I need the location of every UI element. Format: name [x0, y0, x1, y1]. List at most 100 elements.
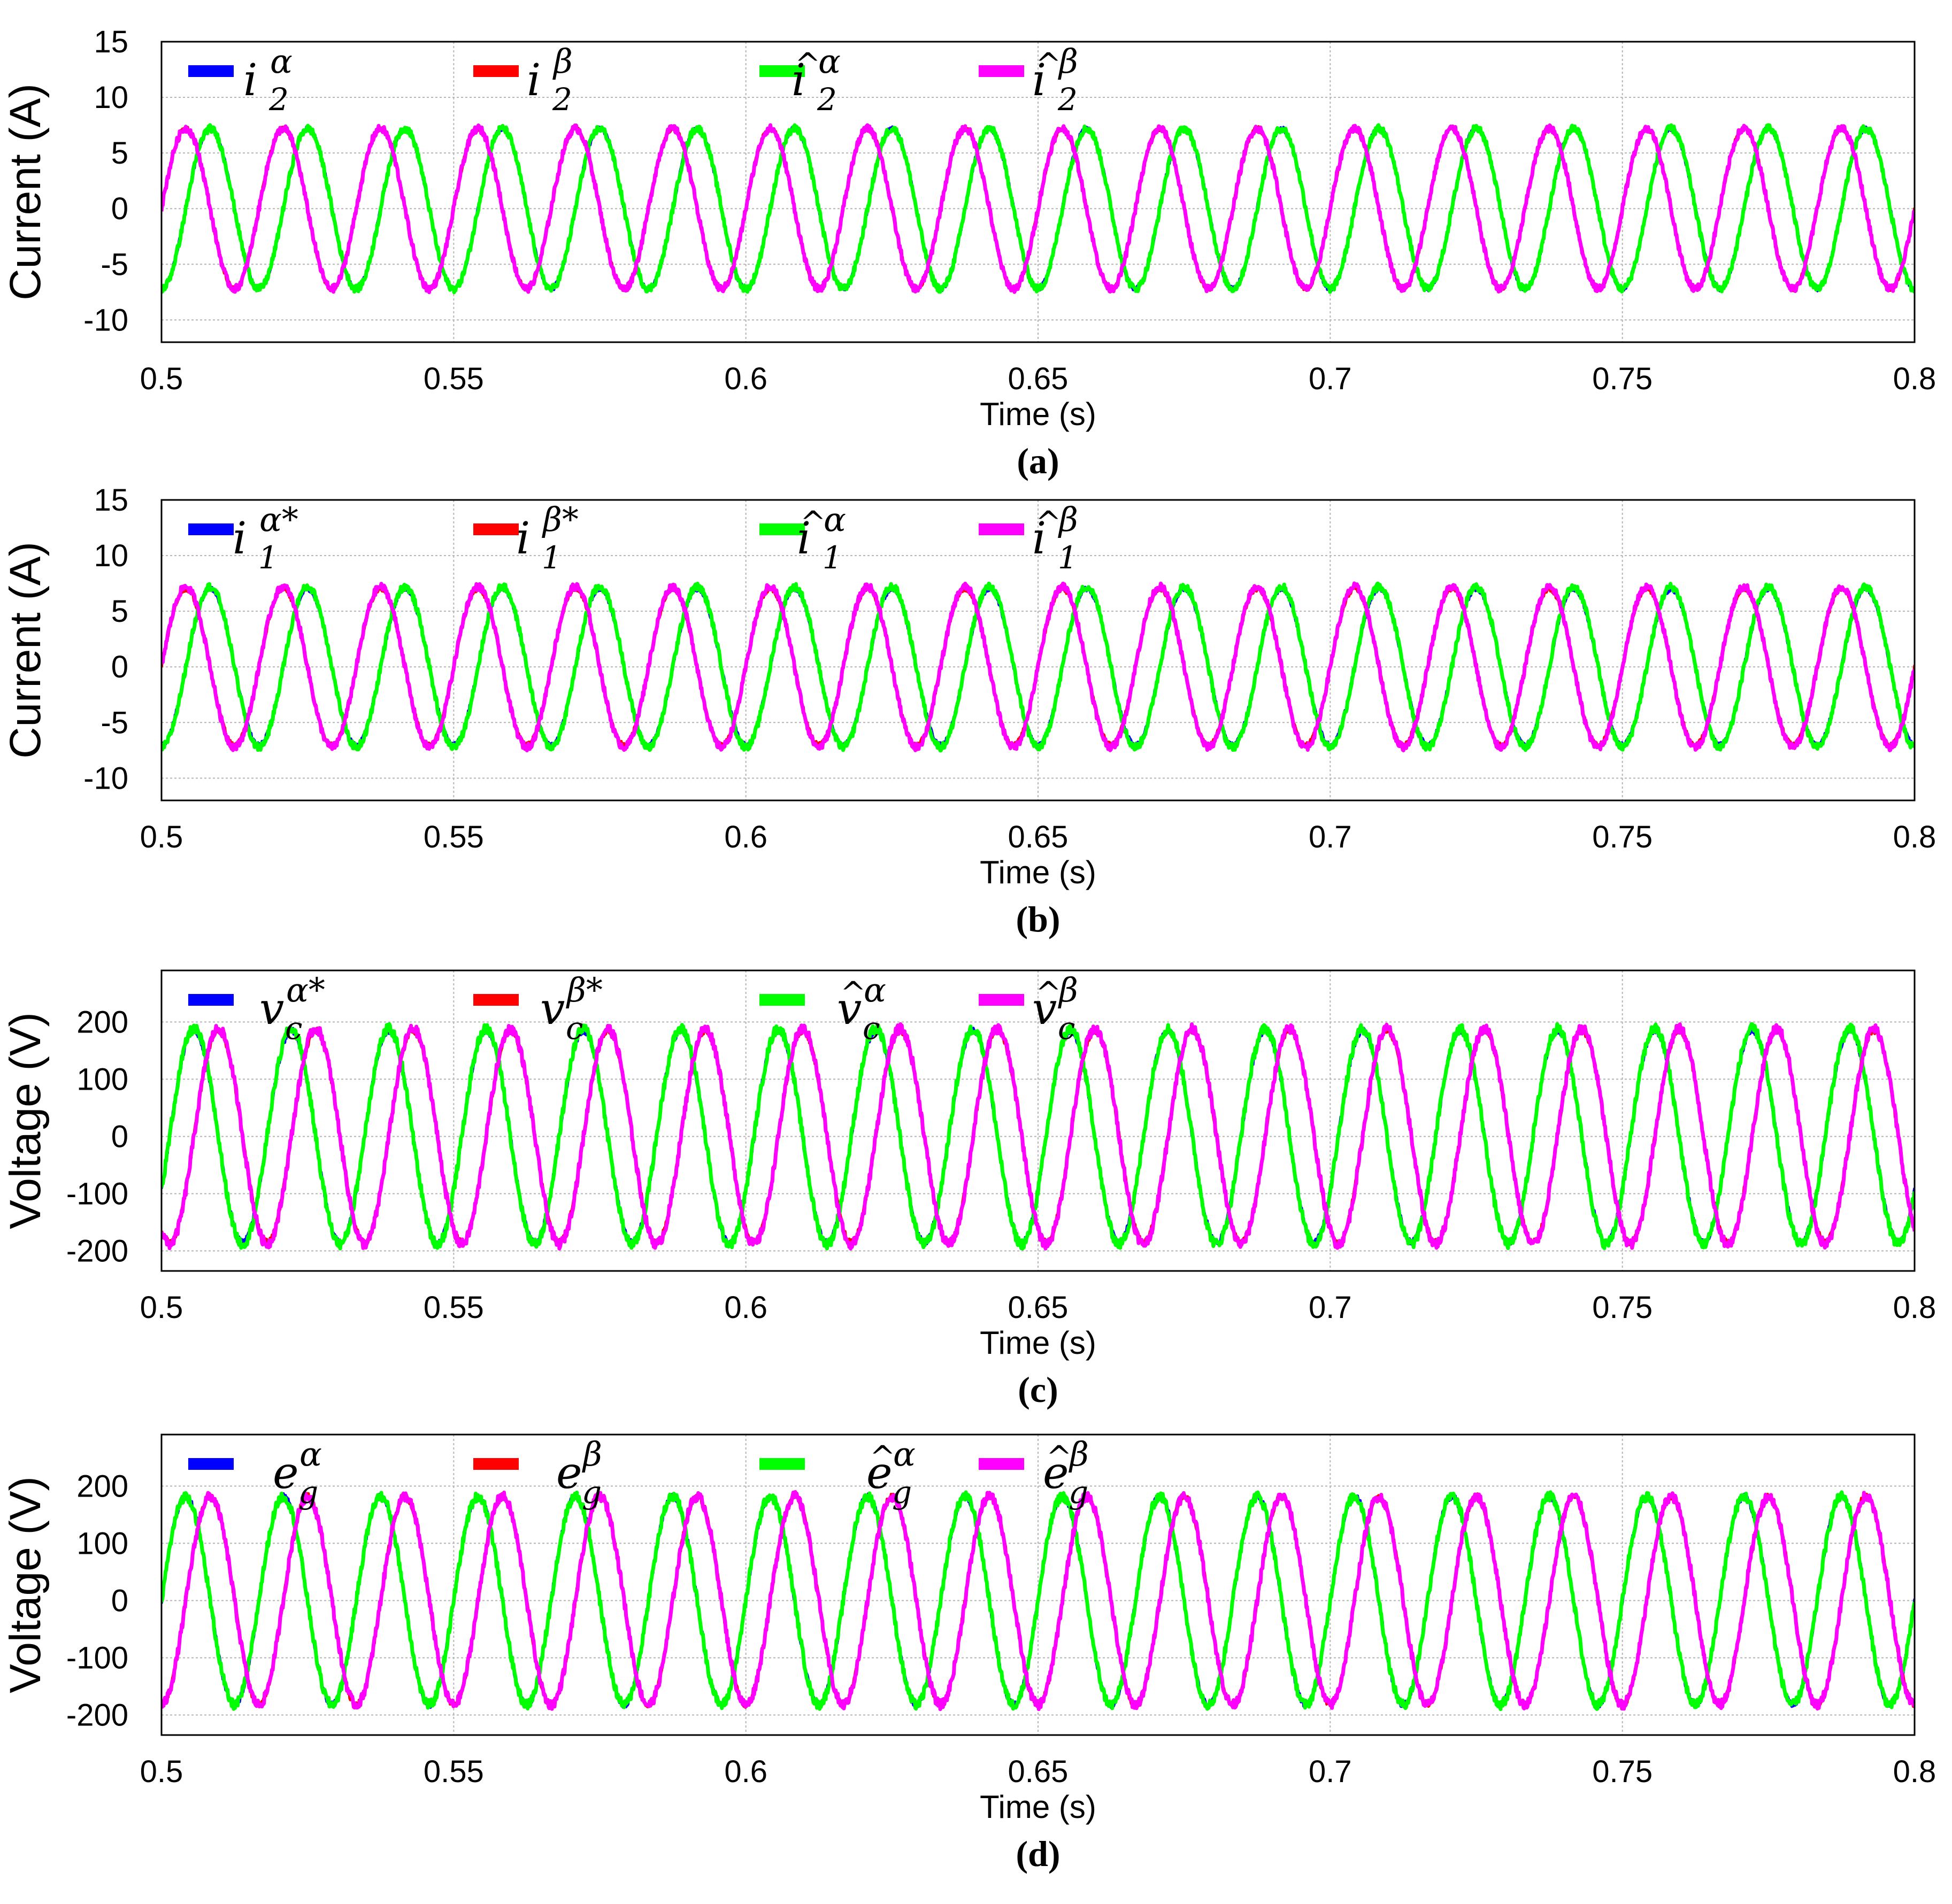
plot-frame — [160, 41, 1916, 343]
legend-swatch-1 — [188, 65, 234, 77]
y-tick-label: -5 — [101, 705, 128, 740]
series-line-3 — [162, 1490, 1915, 1712]
legend-subscript: 1 — [542, 539, 562, 576]
legend-swatch-1 — [188, 994, 234, 1006]
legend-subscript: 1 — [1058, 539, 1078, 576]
legend-superscript: α — [893, 1435, 916, 1474]
legend-superscript: α — [299, 1435, 322, 1474]
y-tick-label: 10 — [94, 80, 128, 115]
legend-subscript: g — [582, 1474, 602, 1510]
legend-swatch-4 — [979, 65, 1024, 77]
legend-superscript: α* — [286, 970, 325, 1009]
legend-superscript: β — [1069, 1435, 1089, 1474]
x-axis-label: Time (s) — [980, 1789, 1096, 1825]
x-axis-label: Time (s) — [980, 1325, 1096, 1361]
x-tick-label: 0.65 — [1008, 361, 1069, 396]
x-tick-label: 0.7 — [1309, 1754, 1352, 1789]
legend-label-1: i — [243, 55, 257, 106]
x-tick-label: 0.65 — [1008, 1754, 1069, 1789]
legend: e αg e βg e^αg e^βg — [188, 1435, 1089, 1510]
y-tick-label: -200 — [66, 1698, 128, 1733]
legend-subscript: c — [863, 1010, 880, 1046]
y-tick-label: 0 — [111, 191, 128, 226]
series-line-3 — [162, 581, 1915, 753]
y-tick-label: 100 — [76, 1062, 128, 1097]
legend-hat: ^ — [840, 975, 866, 1011]
legend-swatch-2 — [473, 1458, 519, 1470]
x-tick-label: 0.7 — [1309, 361, 1352, 396]
legend-label-2: e — [556, 1448, 582, 1499]
plot-frame — [160, 969, 1916, 1272]
panel-d: 0.5 0.55 0.6 0.65 0.7 0.75 0.8 200 100 0 -100 -200 e… — [1, 1433, 1936, 1874]
legend-label-4: v — [1032, 984, 1057, 1035]
legend-subscript: 1 — [823, 539, 842, 576]
legend-subscript: g — [298, 1474, 318, 1510]
legend-hat: ^ — [1035, 975, 1062, 1011]
series-group — [162, 581, 1915, 753]
y-tick-label: -10 — [83, 761, 128, 796]
y-tick-label: 10 — [94, 538, 128, 573]
legend-swatch-2 — [473, 65, 519, 77]
legend-label-1: i — [233, 513, 247, 564]
legend-swatch-2 — [473, 994, 519, 1006]
y-tick-label: 0 — [111, 1119, 128, 1154]
x-tick-label: 0.65 — [1008, 820, 1069, 854]
series-line-4 — [162, 1490, 1915, 1712]
x-tick-label: 0.55 — [424, 361, 484, 396]
x-tick-label: 0.55 — [424, 1754, 484, 1789]
legend-subscript: 2 — [817, 81, 837, 118]
panel-caption: (a) — [1017, 441, 1059, 481]
legend-subscript: 2 — [552, 81, 572, 118]
y-tick-label: -200 — [66, 1234, 128, 1269]
x-tick-label: 0.75 — [1592, 361, 1653, 396]
legend-subscript: c — [566, 1010, 583, 1046]
legend-superscript: α — [824, 500, 846, 539]
x-tick-label: 0.6 — [724, 1754, 767, 1789]
legend-label-3: e — [866, 1448, 893, 1499]
legend-superscript: β* — [542, 500, 579, 539]
legend-superscript: β — [552, 42, 573, 81]
x-tick-label: 0.8 — [1893, 1290, 1936, 1325]
legend-label-2: v — [540, 984, 565, 1035]
y-tick-label: 5 — [111, 136, 128, 171]
series-line-3 — [162, 1022, 1915, 1251]
x-tick-label: 0.5 — [140, 1754, 183, 1789]
y-axis-label: Voltage (V) — [1, 1012, 50, 1229]
x-tick-label: 0.8 — [1893, 361, 1936, 396]
legend: i α*1 i β*1 i^α1 i^β1 — [188, 500, 1078, 576]
x-tick-label: 0.7 — [1309, 820, 1352, 854]
legend-swatch-1 — [188, 1458, 234, 1470]
y-axis-label: Voltage (V) — [1, 1476, 50, 1693]
legend-hat: ^ — [1035, 504, 1062, 541]
legend-superscript: α — [270, 42, 293, 81]
legend-hat: ^ — [870, 1439, 896, 1475]
legend-label-4: i — [1032, 55, 1046, 106]
legend-superscript: β — [1058, 970, 1078, 1009]
y-tick-label: 0 — [111, 1583, 128, 1618]
x-tick-label: 0.7 — [1309, 1290, 1352, 1325]
legend-label-1: e — [273, 1448, 299, 1499]
legend-subscript: 2 — [1057, 81, 1078, 118]
x-tick-label: 0.8 — [1893, 1754, 1936, 1789]
x-tick-label: 0.75 — [1592, 820, 1653, 854]
legend-swatch-3 — [759, 65, 805, 77]
series-group — [162, 1022, 1915, 1251]
legend: i α2 i β2 i^α2 i^β2 — [188, 42, 1078, 118]
legend-subscript: 1 — [258, 539, 278, 576]
y-tick-label: 5 — [111, 594, 128, 629]
y-tick-label: 200 — [76, 1005, 128, 1039]
y-tick-label: -100 — [66, 1176, 128, 1211]
x-tick-label: 0.8 — [1893, 820, 1936, 854]
series-line-4 — [162, 1022, 1915, 1251]
y-tick-label: 15 — [94, 483, 128, 518]
legend-swatch-3 — [759, 1458, 805, 1470]
y-tick-label: 15 — [94, 25, 128, 59]
y-tick-label: 0 — [111, 650, 128, 684]
legend-label-1: v — [259, 984, 284, 1035]
y-tick-label: -5 — [101, 247, 128, 282]
panel-c: 0.5 0.55 0.6 0.65 0.7 0.75 0.8 200 100 0 -100 -200 v… — [1, 969, 1936, 1410]
panel-caption: (b) — [1016, 899, 1060, 939]
plot-frame — [160, 1433, 1916, 1736]
